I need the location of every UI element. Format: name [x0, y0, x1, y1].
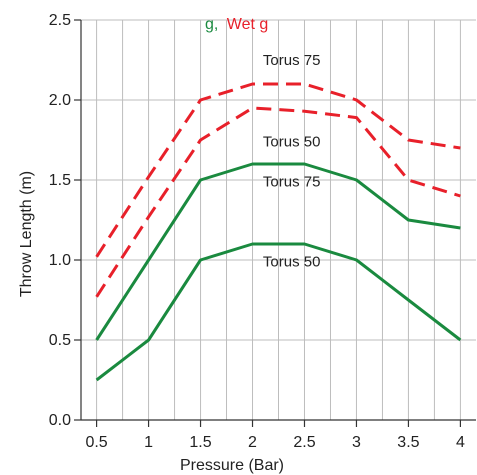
y-axis-title: Throw Length (m) [18, 171, 35, 297]
series-line-1 [95, 106, 461, 298]
x-tick-label: 1.5 [189, 434, 211, 451]
series-line-0 [95, 82, 461, 258]
series-line-3 [95, 242, 462, 382]
series-label-0: Torus 75 [263, 52, 321, 69]
x-tick-label: 3.5 [397, 434, 419, 451]
x-tick-label: 3 [352, 434, 361, 451]
x-tick-label: 4 [456, 434, 465, 451]
x-tick-label: 2 [248, 434, 257, 451]
top-legend: g, Wet g [205, 16, 268, 33]
x-tick-label: 0.5 [85, 434, 107, 451]
y-tick-label: 0.5 [49, 332, 71, 349]
x-tick-label: 2.5 [293, 434, 315, 451]
series-label-3: Torus 50 [263, 253, 321, 270]
y-tick-label: 1.5 [49, 172, 71, 189]
y-tick-label: 2.0 [49, 92, 71, 109]
x-axis-title: Pressure (Bar) [180, 457, 284, 474]
axes [74, 19, 476, 427]
series-line-2 [95, 162, 461, 341]
series-label-1: Torus 50 [263, 133, 321, 150]
legend-entry-red: g [259, 16, 268, 33]
series-lines [95, 82, 462, 382]
y-tick-label: 2.5 [49, 12, 71, 29]
y-tick-label: 0.0 [49, 412, 71, 429]
series-labels: Torus 75 Torus 50 Torus 75 Torus 50 [263, 52, 321, 271]
legend-entry-wet: Wet [227, 16, 256, 33]
legend-entry-green: g, [205, 16, 218, 33]
y-tick-label: 1.0 [49, 252, 71, 269]
x-tick-label: 1 [144, 434, 153, 451]
series-label-2: Torus 75 [263, 173, 321, 190]
tick-labels: 0.0 0.5 1.0 1.5 2.0 2.5 0.5 1 1.5 2 2.5 3 3.5 4 [49, 12, 465, 451]
